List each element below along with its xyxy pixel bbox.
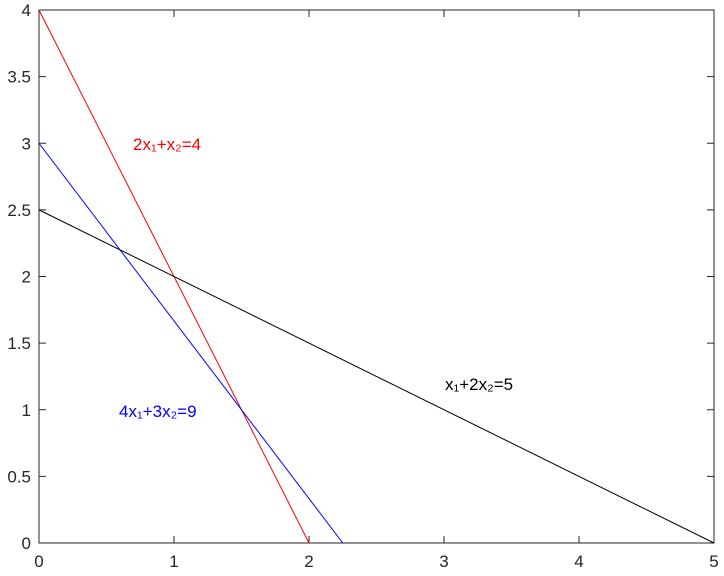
x-tick-label: 5 xyxy=(709,552,718,571)
y-tick-label: 0 xyxy=(22,534,31,553)
y-tick-label: 2.5 xyxy=(7,201,31,220)
y-tick-label: 4 xyxy=(22,1,31,20)
y-tick-label: 3.5 xyxy=(7,68,31,87)
y-tick-label: 1 xyxy=(22,401,31,420)
y-tick-label: 0.5 xyxy=(7,467,31,486)
y-tick-label: 1.5 xyxy=(7,334,31,353)
x-tick-label: 3 xyxy=(439,552,448,571)
line-label: 2x₁+x₂=4 xyxy=(133,135,201,154)
x-tick-label: 0 xyxy=(34,552,43,571)
axes-box xyxy=(38,9,715,544)
x-tick-label: 1 xyxy=(169,552,178,571)
line-label: 4x₁+3x₂=9 xyxy=(119,402,197,421)
series-line xyxy=(38,142,344,544)
series-line xyxy=(38,209,715,544)
y-tick-label: 3 xyxy=(22,134,31,153)
x-tick-label: 4 xyxy=(574,552,583,571)
y-tick-label: 2 xyxy=(22,268,31,287)
x-tick-label: 2 xyxy=(304,552,313,571)
line-label: x₁+2x₂=5 xyxy=(445,375,513,394)
